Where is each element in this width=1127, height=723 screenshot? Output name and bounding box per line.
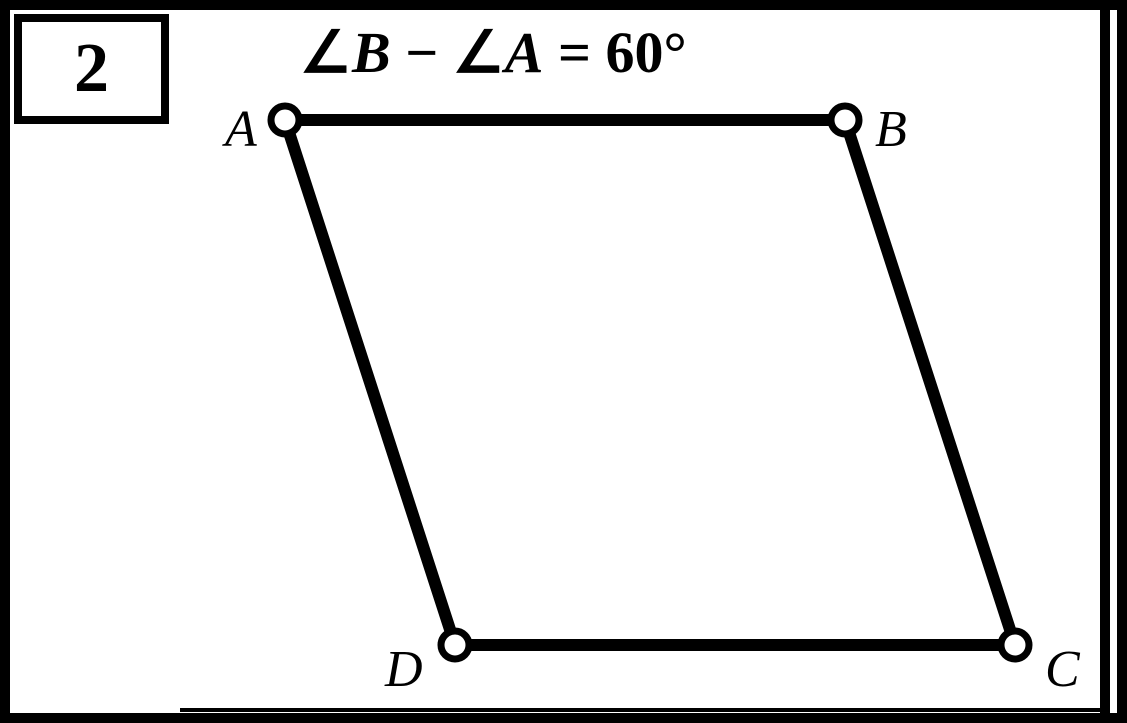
parallelogram-outline (285, 120, 1015, 645)
parallelogram (271, 106, 1029, 659)
vertex-B (831, 106, 859, 134)
label-B: B (875, 100, 907, 159)
label-A: A (225, 100, 257, 159)
vertex-C (1001, 631, 1029, 659)
label-C: C (1045, 640, 1080, 699)
figure-svg (0, 0, 1127, 723)
vertex-D (441, 631, 469, 659)
vertex-A (271, 106, 299, 134)
label-D: D (385, 640, 423, 699)
